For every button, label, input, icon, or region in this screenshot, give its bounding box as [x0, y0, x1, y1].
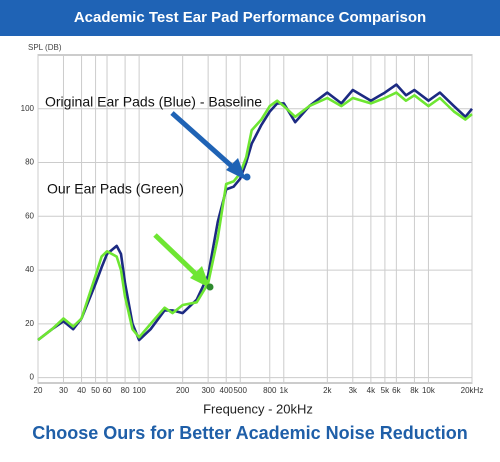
footer: Choose Ours for Better Academic Noise Re…	[32, 423, 467, 443]
y-tick-label: 40	[25, 265, 34, 274]
x-tick-label: 8k	[410, 386, 419, 395]
x-axis-label: Frequency - 20kHz	[203, 401, 313, 416]
y-tick-label: 60	[25, 211, 34, 220]
x-tick-label: 50	[91, 386, 100, 395]
x-tick-label: 60	[103, 386, 112, 395]
plot-area	[37, 54, 473, 384]
x-tick-label: 300	[201, 386, 215, 395]
x-tick-label: 30	[59, 386, 68, 395]
x-tick-label: 4k	[367, 386, 376, 395]
x-tick-label: 40	[77, 386, 86, 395]
x-tick-label: 2k	[323, 386, 332, 395]
x-tick-label: 100	[132, 386, 146, 395]
series-line	[37, 91, 473, 342]
arrow	[170, 111, 251, 181]
y-tick-label: 20	[25, 319, 34, 328]
x-tick-label: 20	[34, 386, 43, 395]
annotation: Original Ear Pads (Blue) - Baseline	[45, 94, 262, 110]
x-tick-label: 800	[263, 386, 277, 395]
x-tick-label: 1k	[280, 386, 289, 395]
y-tick-label: 100	[21, 104, 35, 113]
annotation: Our Ear Pads (Green)	[47, 181, 184, 197]
x-tick-label: 10k	[422, 386, 436, 395]
arrow	[153, 233, 214, 291]
x-tick-label: 5k	[381, 386, 390, 395]
x-tick-label: 3k	[349, 386, 358, 395]
title-banner	[0, 0, 500, 36]
x-tick-label: 400	[220, 386, 234, 395]
chart-title: Academic Test Ear Pad Performance Compar…	[74, 9, 426, 26]
y-tick-label: 80	[25, 158, 34, 167]
x-tick-label: 6k	[392, 386, 401, 395]
x-tick-label: 500	[234, 386, 248, 395]
y-tick-label: 0	[30, 373, 35, 382]
y-axis-label: SPL (DB)	[28, 43, 62, 52]
x-tick-label: 200	[176, 386, 190, 395]
x-tick-label: 80	[121, 386, 130, 395]
x-tick-label: 20kHz	[461, 386, 484, 395]
